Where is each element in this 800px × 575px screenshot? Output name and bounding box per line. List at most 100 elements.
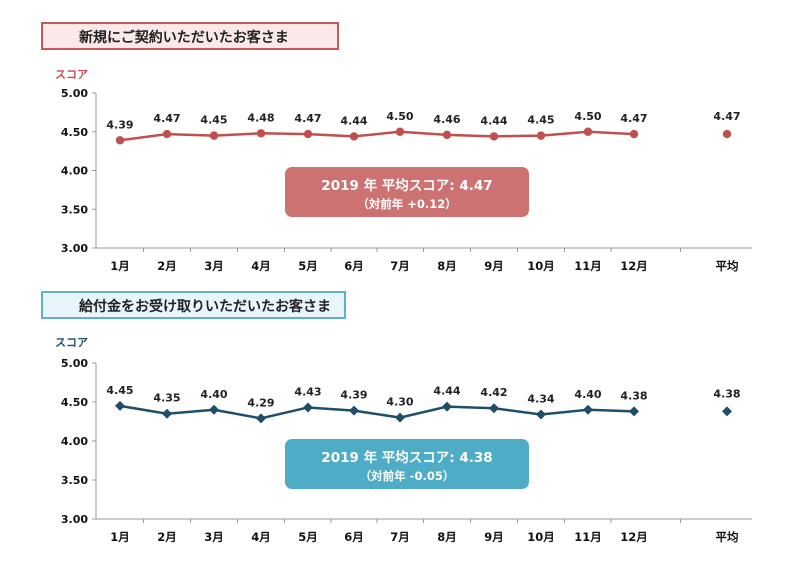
- x-tick-label: 11月: [574, 530, 602, 544]
- chart-2-average-text: 2019 年 平均スコア: 4.38: [321, 450, 493, 466]
- x-tick-label: 10月: [527, 259, 555, 273]
- data-point: [395, 127, 405, 136]
- y-tick-label: 4.00: [61, 165, 88, 178]
- chart-1-yoy-text: （対前年 +0.12）: [357, 197, 457, 211]
- data-label: 4.44: [340, 114, 367, 127]
- data-label: 4.42: [480, 386, 507, 399]
- data-label: 4.46: [433, 113, 460, 126]
- y-tick-label: 3.50: [61, 474, 88, 487]
- data-point: [395, 412, 405, 423]
- y-tick-label: 5.00: [61, 357, 88, 370]
- x-tick-label: 9月: [484, 259, 504, 273]
- x-tick-label: 7月: [390, 259, 410, 273]
- data-point: [303, 129, 313, 139]
- chart-2-yoy-text: （対前年 -0.05）: [359, 469, 455, 483]
- data-point: [349, 405, 359, 416]
- x-tick-label: 8月: [437, 259, 457, 273]
- data-point: [442, 401, 452, 412]
- data-point: [629, 129, 639, 139]
- data-point: [256, 129, 266, 138]
- x-tick-label: 1月: [110, 259, 130, 273]
- data-label: 4.40: [200, 388, 227, 401]
- data-label: 4.38: [620, 389, 647, 402]
- data-point: [583, 127, 593, 136]
- x-tick-label: 5月: [298, 530, 318, 544]
- chart-1-average-text: 2019 年 平均スコア: 4.47: [321, 178, 493, 194]
- data-label: 4.50: [386, 110, 413, 123]
- data-point: [349, 132, 359, 141]
- average-point: [722, 129, 732, 139]
- data-label: 4.47: [620, 112, 647, 125]
- series-line: [119, 130, 635, 142]
- data-point: [303, 402, 313, 413]
- data-label: 4.45: [106, 384, 133, 397]
- chart-2-average-badge: 2019 年 平均スコア: 4.38 （対前年 -0.05）: [285, 439, 529, 489]
- data-point: [489, 403, 499, 414]
- x-tick-label: 12月: [620, 259, 648, 273]
- y-axis-label: スコア: [55, 68, 88, 81]
- x-tick-label: 1月: [110, 530, 130, 544]
- data-label: 4.47: [153, 112, 180, 125]
- x-tick-label-average: 平均: [716, 259, 739, 273]
- data-point: [442, 130, 452, 140]
- data-point: [115, 400, 125, 411]
- data-point: [162, 129, 172, 139]
- chart-1-title: 新規にご契約いただいたお客さま: [41, 22, 339, 50]
- x-tick-label: 3月: [204, 259, 224, 273]
- y-tick-label: 3.00: [61, 242, 88, 255]
- data-label: 4.34: [527, 392, 554, 405]
- y-tick-label: 5.00: [61, 87, 88, 100]
- data-point: [209, 404, 219, 415]
- y-tick-label: 4.50: [61, 396, 88, 409]
- data-point: [536, 409, 546, 420]
- x-tick-label: 8月: [437, 530, 457, 544]
- y-tick-label: 3.00: [61, 513, 88, 526]
- data-point: [583, 404, 593, 415]
- average-label: 4.47: [713, 110, 740, 123]
- x-tick-label: 11月: [574, 259, 602, 273]
- x-tick-label: 3月: [204, 530, 224, 544]
- data-point: [536, 131, 546, 140]
- data-point: [489, 132, 499, 141]
- data-point: [162, 408, 172, 419]
- data-point: [115, 136, 125, 145]
- x-tick-label: 2月: [157, 259, 177, 273]
- data-label: 4.45: [527, 114, 554, 127]
- data-label: 4.47: [294, 112, 321, 125]
- data-point: [256, 413, 266, 424]
- average-point: [722, 406, 732, 417]
- x-tick-label: 7月: [390, 530, 410, 544]
- x-tick-label: 4月: [251, 530, 271, 544]
- series-line: [119, 404, 635, 420]
- x-tick-label-average: 平均: [716, 530, 739, 544]
- data-label: 4.39: [106, 118, 133, 131]
- x-tick-label: 6月: [344, 259, 364, 273]
- data-label: 4.43: [294, 385, 321, 398]
- x-tick-label: 10月: [527, 530, 555, 544]
- data-label: 4.44: [433, 385, 460, 398]
- x-tick-label: 4月: [251, 259, 271, 273]
- y-tick-label: 3.50: [61, 203, 88, 216]
- data-label: 4.44: [480, 114, 507, 127]
- data-point: [629, 406, 639, 417]
- chart-2-title: 給付金をお受け取りいただいたお客さま: [41, 291, 346, 319]
- x-tick-label: 9月: [484, 530, 504, 544]
- y-tick-label: 4.00: [61, 435, 88, 448]
- chart-1-average-badge: 2019 年 平均スコア: 4.47 （対前年 +0.12）: [285, 167, 529, 217]
- x-tick-label: 2月: [157, 530, 177, 544]
- data-label: 4.35: [153, 392, 180, 405]
- data-label: 4.48: [247, 111, 274, 124]
- data-label: 4.30: [386, 396, 413, 409]
- data-label: 4.29: [247, 396, 274, 409]
- data-label: 4.40: [574, 388, 601, 401]
- y-axis-label: スコア: [55, 336, 88, 349]
- data-point: [209, 131, 219, 140]
- average-label: 4.38: [713, 387, 740, 400]
- x-tick-label: 5月: [298, 259, 318, 273]
- y-tick-label: 4.50: [61, 126, 88, 139]
- data-label: 4.50: [574, 110, 601, 123]
- data-label: 4.39: [340, 389, 367, 402]
- data-label: 4.45: [200, 114, 227, 127]
- x-tick-label: 6月: [344, 530, 364, 544]
